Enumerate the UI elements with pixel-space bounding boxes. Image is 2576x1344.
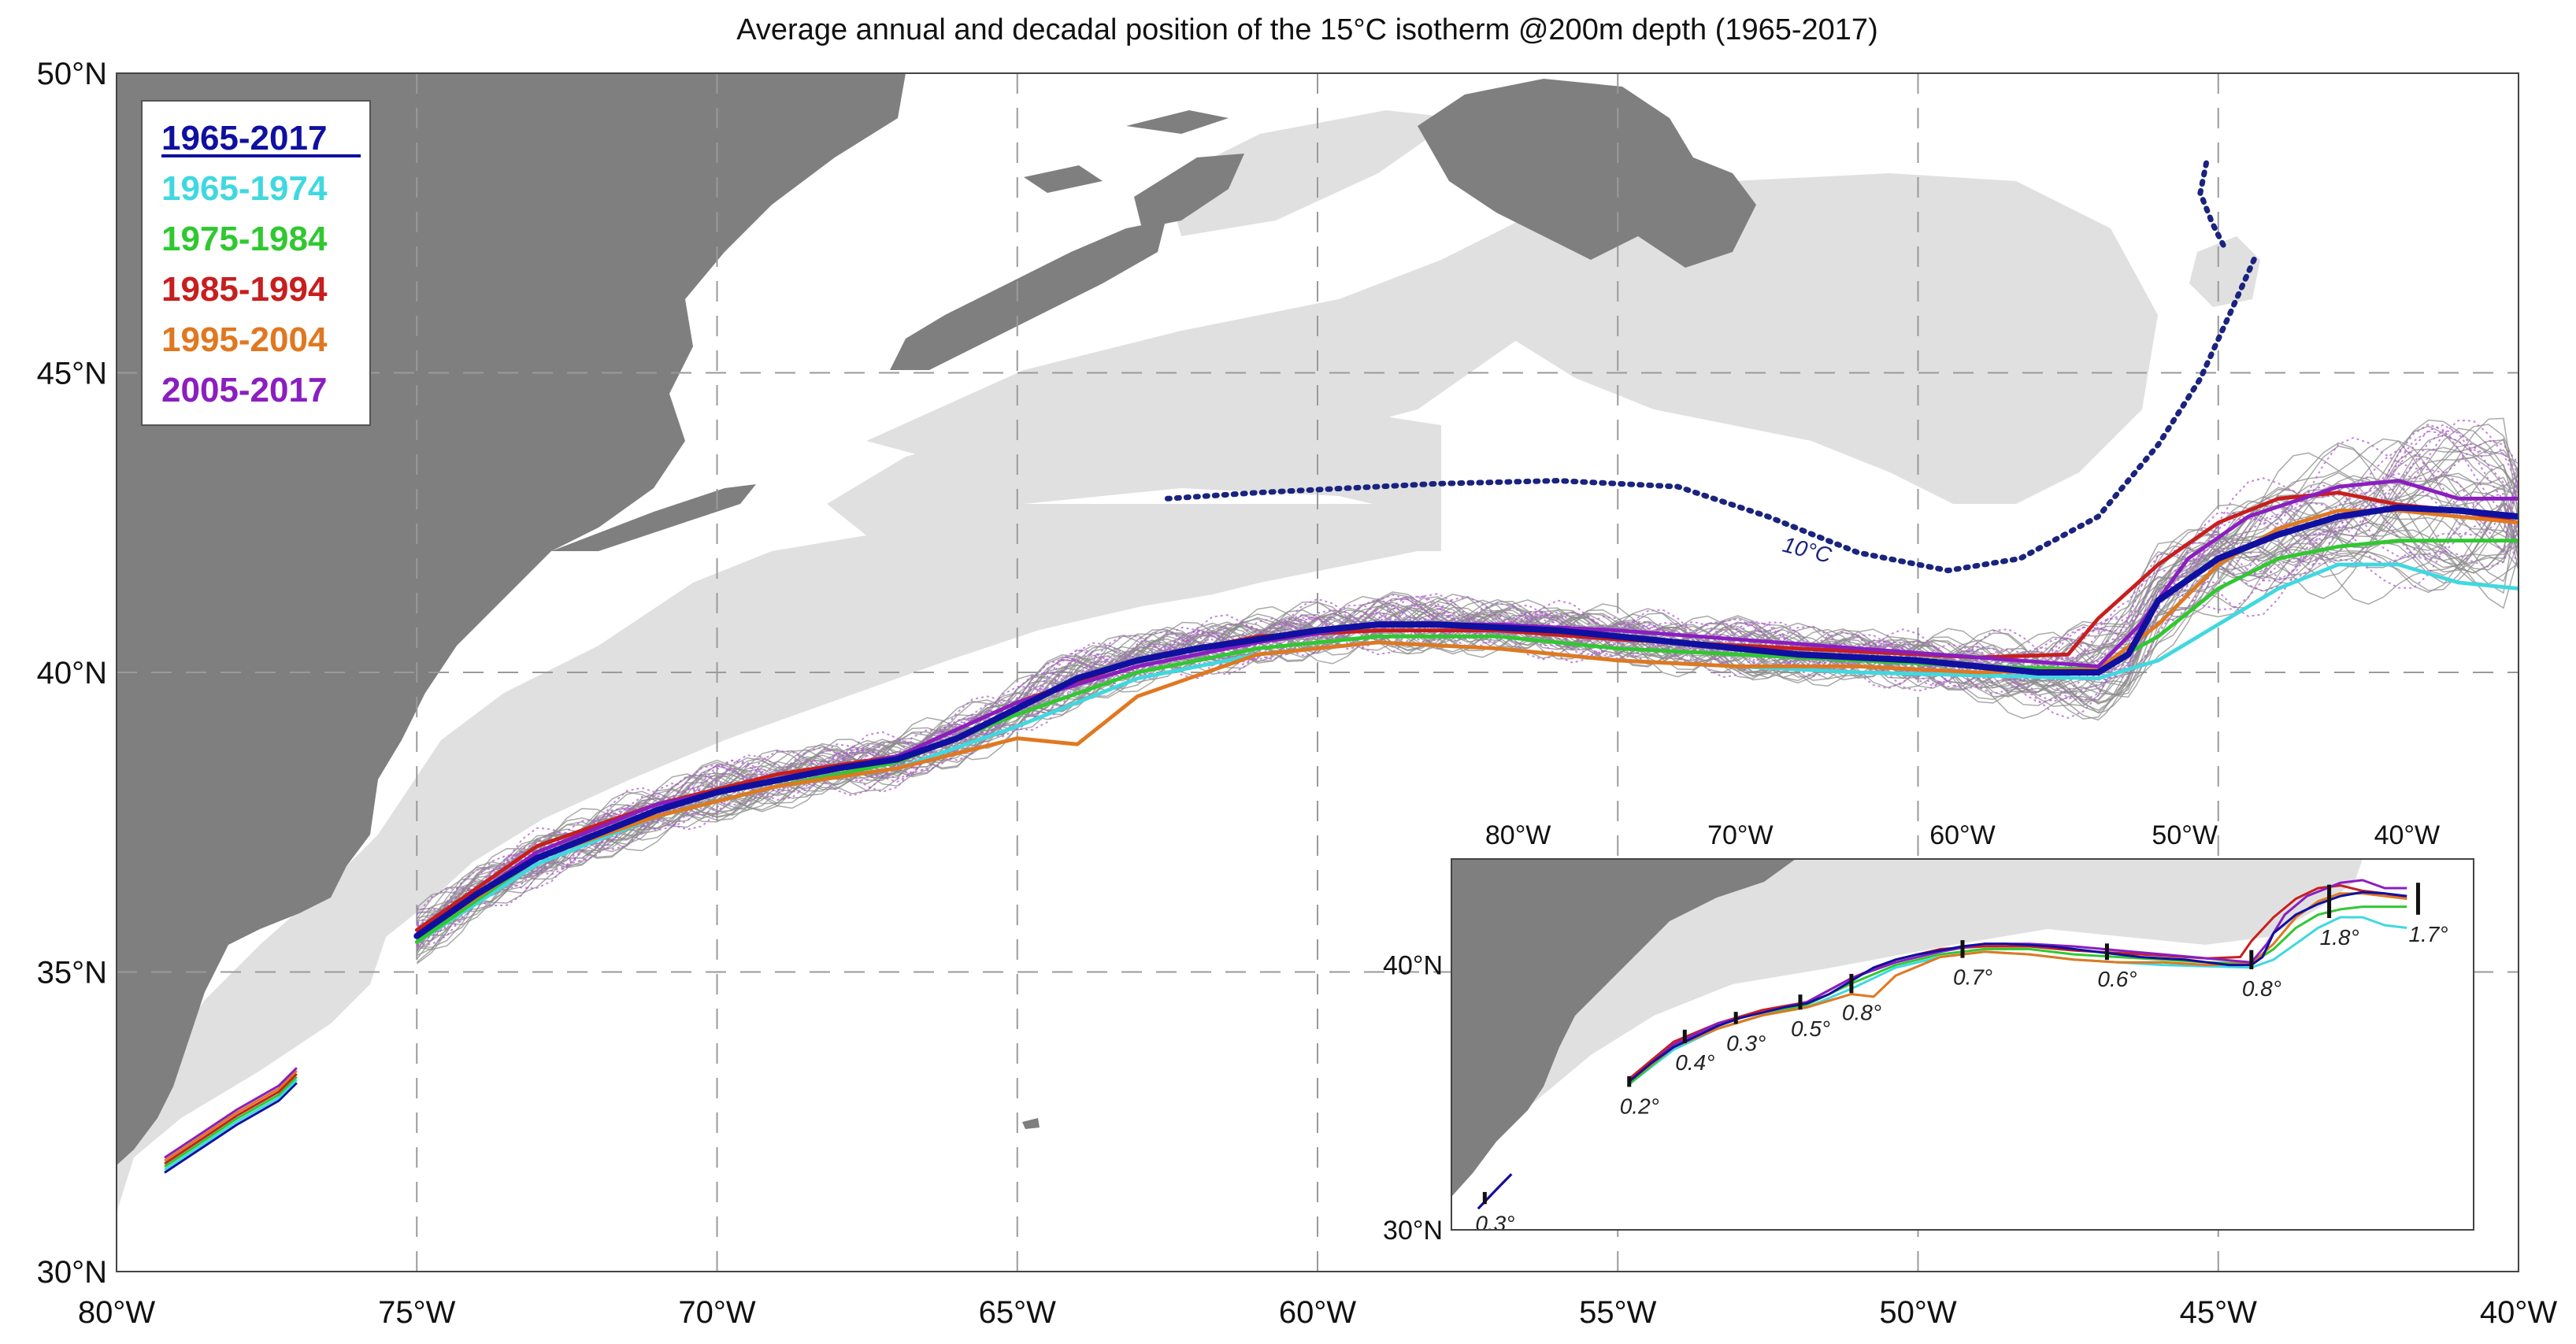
annual-isotherm-line [417, 484, 2519, 946]
y-tick-label: 30°N [37, 1255, 107, 1290]
x-tick-label: 65°W [979, 1295, 1056, 1330]
inset-land [1451, 859, 1796, 1197]
inset-x-axis-ticks: 80°W 70°W 60°W 50°W 40°W [1485, 820, 2440, 850]
annual-isotherm-line [416, 439, 2519, 916]
y-tick-label: 45°N [37, 357, 107, 391]
y-tick-label: 50°N [37, 57, 107, 91]
spread-marker-label: 0.8° [1842, 1000, 1881, 1024]
shelf-laurentian [1166, 110, 1457, 236]
spread-marker-label: 0.7° [1953, 965, 1992, 990]
inset-land-north [1473, 886, 1536, 902]
south-segment-1965-1974 [164, 1079, 298, 1171]
annual-isotherm-line [417, 419, 2519, 913]
annual-isotherm-line [416, 430, 2519, 935]
ten-degree-isotherm-line [1164, 256, 2257, 574]
y-tick-label: 40°N [37, 656, 107, 691]
map-frame [116, 72, 2519, 1272]
shelf-scotian [866, 197, 1638, 472]
x-tick-label: 40°W [2480, 1295, 2557, 1330]
series-line-1975-1984 [414, 539, 2519, 944]
legend-item-1975-1984: 1975-1984 [161, 220, 328, 258]
figure-title: Average annual and decadal position of t… [736, 13, 1877, 46]
inset-spread-markers: 0.3° 0.2° 0.4° 0.3° 0.5° 0.8° 0.7° 0.6° 0.8° 1.8°… [1475, 883, 2448, 1235]
inset-y-tick-label: 40°N [1383, 951, 1443, 981]
spread-marker-label: 1.7° [2408, 922, 2448, 946]
x-tick-label: 45°W [2180, 1295, 2257, 1330]
legend-item-1995-2004: 1995-2004 [161, 320, 328, 359]
spread-marker-label: 0.6° [2097, 967, 2137, 991]
spread-marker-label: 0.4° [1675, 1050, 1714, 1075]
annual-isotherm-line [416, 417, 2519, 920]
continental-shelf [117, 110, 2260, 1272]
legend-item-1985-1994: 1985-1994 [161, 270, 328, 309]
inset-y-axis-ticks: 30°N 40°N [1383, 951, 1443, 1246]
spread-marker-label: 0.2° [1620, 1094, 1659, 1118]
inset-x-tick-label: 80°W [1485, 820, 1551, 850]
y-axis-ticks: 30°N 35°N 40°N 45°N 50°N [37, 57, 107, 1290]
spread-marker-label: 0.8° [2242, 976, 2281, 1001]
inset-shelf [1451, 859, 2363, 1157]
land-nova-scotia [890, 220, 1166, 370]
legend: 1965-2017 1965-1974 1975-1984 1985-1994 1995… [141, 100, 371, 426]
land-newfoundland [1418, 79, 1756, 268]
x-tick-label: 50°W [1879, 1295, 1956, 1330]
inset-y-tick-label: 30°N [1383, 1216, 1443, 1246]
land-bermuda [1022, 1118, 1040, 1129]
spread-marker-label: 0.5° [1791, 1016, 1830, 1041]
spread-marker-label: 0.3° [1475, 1211, 1514, 1235]
series-line-1995-2004 [414, 509, 2519, 939]
south-segment-1975-1984 [164, 1076, 298, 1168]
inset-line-1995-2004 [1628, 892, 2407, 1083]
inset-line-1965-2017 [1628, 890, 2407, 1083]
spread-marker-label: 0.3° [1726, 1031, 1766, 1056]
legend-item-1965-2017: 1965-2017 [161, 119, 327, 157]
series-line-1965-2017 [413, 504, 2519, 939]
x-tick-label: 80°W [78, 1295, 155, 1330]
south-segment-2005-2017 [164, 1067, 298, 1159]
x-tick-label: 70°W [678, 1295, 755, 1330]
land-pei [1024, 165, 1103, 193]
land-anticosti [1126, 110, 1229, 134]
south-segment-1995-2004 [164, 1070, 298, 1162]
land-long-island [551, 484, 756, 551]
x-tick-label: 55°W [1579, 1295, 1656, 1330]
shelf-grand-banks [1481, 173, 2158, 504]
south-segment-1985-1994 [164, 1072, 298, 1165]
spread-marker-label: 1.8° [2320, 925, 2359, 950]
legend-item-2005-2017: 2005-2017 [161, 371, 327, 409]
ten-degree-isotherm-line [2197, 160, 2227, 250]
shelf-us-east [117, 504, 1441, 1272]
x-tick-label: 60°W [1279, 1295, 1356, 1330]
legend-item-1965-1974: 1965-1974 [161, 169, 328, 208]
land-cape-breton [1134, 154, 1244, 228]
ten-degree-isotherm [1164, 160, 2257, 574]
y-tick-label: 35°N [37, 956, 107, 990]
south-segment-1965-2017 [164, 1082, 298, 1174]
inset-x-tick-label: 60°W [1929, 820, 1996, 850]
southern-isotherm-segment [164, 1067, 298, 1174]
decadal-isotherm-lines [413, 479, 2519, 944]
inset-x-tick-label: 40°W [2374, 820, 2441, 850]
inset-x-tick-label: 70°W [1707, 820, 1774, 850]
x-tick-label: 75°W [378, 1295, 455, 1330]
x-axis-ticks: 80°W 75°W 70°W 65°W 60°W 55°W 50°W 45°W 40°W [78, 1295, 2557, 1330]
inset-x-tick-label: 50°W [2152, 820, 2218, 850]
inset-map: 0.3° 0.2° 0.4° 0.3° 0.5° 0.8° 0.7° 0.6° 0.8° 1.8°… [1383, 820, 2474, 1246]
